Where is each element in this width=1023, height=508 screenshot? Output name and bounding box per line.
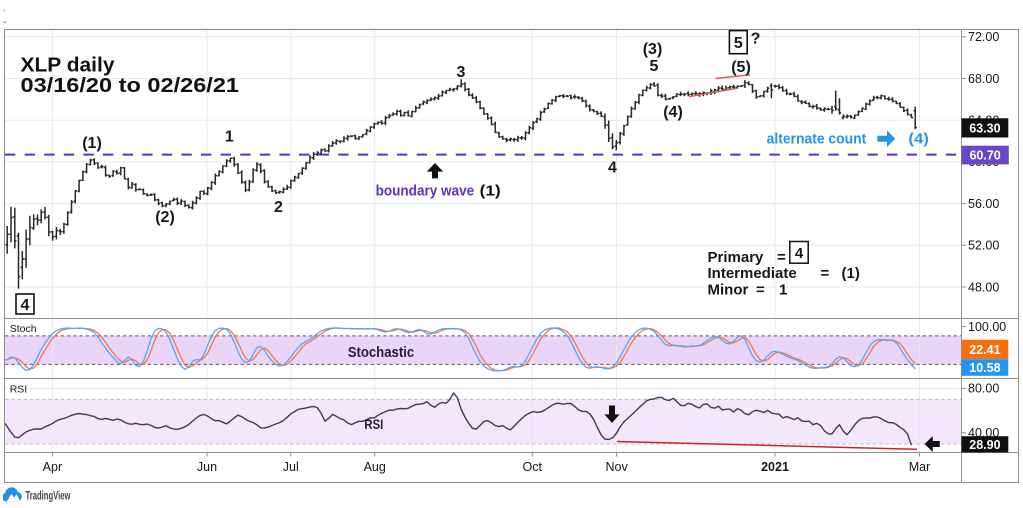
svg-text:2: 2 [274, 199, 283, 216]
svg-text:56.00: 56.00 [968, 197, 999, 211]
svg-text:(2): (2) [155, 209, 175, 226]
svg-text:(1): (1) [842, 265, 860, 282]
svg-text:TradingView: TradingView [26, 491, 71, 503]
svg-text:1: 1 [225, 129, 234, 146]
svg-text:Intermediate: Intermediate [708, 265, 797, 282]
svg-text:10.58: 10.58 [969, 361, 1000, 375]
svg-text:(4): (4) [663, 104, 683, 121]
svg-text:22.41: 22.41 [969, 343, 1000, 357]
svg-text:(3): (3) [643, 41, 663, 58]
svg-text:RSI: RSI [10, 384, 28, 396]
svg-text:03/16/20 to 02/26/21: 03/16/20 to 02/26/21 [21, 75, 240, 97]
svg-text:(5): (5) [731, 59, 751, 76]
svg-text:Oct: Oct [522, 460, 542, 474]
svg-text:4: 4 [608, 160, 617, 177]
svg-text:4: 4 [21, 297, 30, 314]
svg-text:Stochastic: Stochastic [348, 345, 415, 361]
svg-text:100.00: 100.00 [968, 320, 1006, 334]
svg-text:Aug: Aug [364, 460, 386, 474]
svg-text:alternate count: alternate count [767, 130, 867, 147]
svg-text:(1): (1) [82, 135, 102, 152]
svg-text:5: 5 [734, 35, 743, 52]
svg-text:Nov: Nov [605, 460, 628, 474]
svg-text:Apr: Apr [43, 460, 62, 474]
svg-text:28.90: 28.90 [969, 438, 1000, 452]
svg-text:4: 4 [795, 245, 804, 262]
svg-text:52.00: 52.00 [968, 239, 999, 253]
svg-text:Minor: Minor [708, 282, 749, 299]
svg-text:63.30: 63.30 [969, 121, 1000, 135]
svg-text:Jun: Jun [197, 460, 217, 474]
svg-text:boundary wave: boundary wave [376, 182, 475, 199]
svg-text:68.00: 68.00 [968, 72, 999, 86]
svg-text:48.00: 48.00 [968, 280, 999, 294]
svg-text:80.00: 80.00 [968, 382, 999, 396]
svg-text:XLP daily: XLP daily [21, 55, 116, 77]
svg-text:(4): (4) [908, 130, 929, 147]
svg-text:5: 5 [649, 58, 658, 75]
svg-text:=: = [821, 265, 830, 282]
svg-text:=: = [777, 249, 786, 266]
svg-text:72.00: 72.00 [968, 30, 999, 44]
svg-text:RSI: RSI [364, 416, 383, 432]
svg-text:3: 3 [457, 64, 466, 81]
svg-text:1: 1 [779, 282, 787, 299]
svg-text:?: ? [751, 31, 761, 48]
svg-text:Jul: Jul [283, 460, 299, 474]
svg-text:(1): (1) [480, 182, 501, 199]
svg-text:60.70: 60.70 [969, 148, 1000, 162]
svg-text:=: = [756, 282, 765, 299]
svg-text:Primary: Primary [708, 249, 765, 266]
svg-text:Stoch: Stoch [10, 323, 37, 335]
svg-text:Mar: Mar [909, 460, 931, 474]
svg-text:2021: 2021 [761, 460, 789, 474]
